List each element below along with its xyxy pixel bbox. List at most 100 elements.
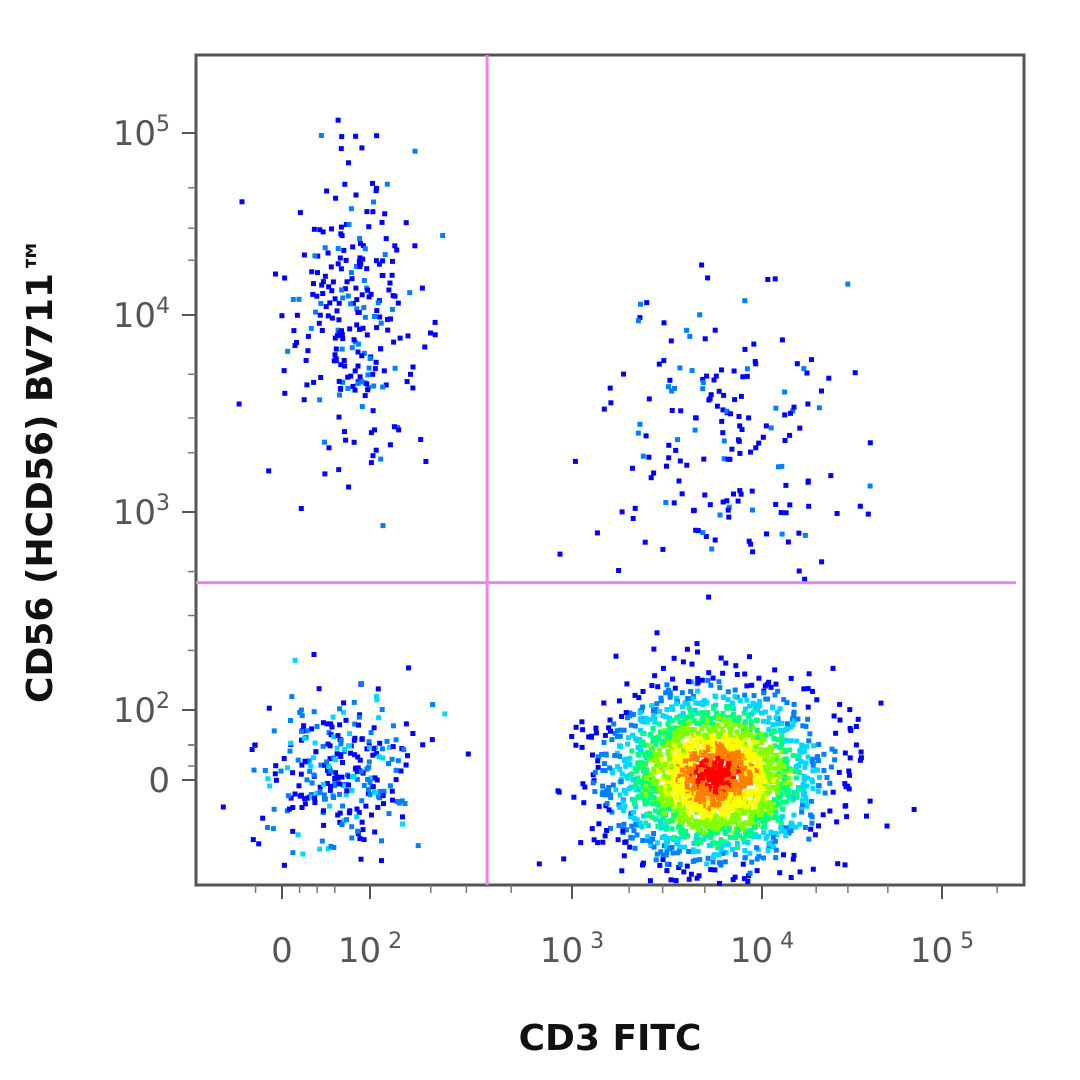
event-dot xyxy=(794,794,800,800)
event-dot xyxy=(753,361,759,367)
event-dot xyxy=(722,829,728,835)
event-dot xyxy=(720,670,726,676)
event-dot xyxy=(746,821,752,827)
event-dot xyxy=(536,861,542,867)
event-dot xyxy=(290,297,296,302)
event-dot xyxy=(281,368,287,374)
event-dot xyxy=(786,795,792,801)
event-dot xyxy=(756,675,762,681)
event-dot xyxy=(688,800,694,806)
event-dot xyxy=(294,340,299,345)
event-dot xyxy=(332,783,338,789)
event-dot xyxy=(606,725,612,731)
event-dot xyxy=(720,850,726,856)
event-dot xyxy=(636,778,641,784)
event-dot xyxy=(290,828,296,834)
event-dot xyxy=(315,253,321,259)
event-dot xyxy=(704,719,710,724)
event-dot xyxy=(354,814,360,820)
event-dot xyxy=(716,734,722,740)
event-dot xyxy=(337,791,342,797)
event-dot xyxy=(588,734,594,740)
event-dot xyxy=(878,700,884,706)
event-dot xyxy=(390,293,396,299)
event-dot xyxy=(672,385,677,391)
event-dot xyxy=(822,790,828,796)
event-dot xyxy=(660,665,666,671)
event-dot xyxy=(236,401,242,407)
event-dot xyxy=(262,768,268,773)
event-dot xyxy=(692,806,698,812)
event-dot xyxy=(650,708,656,714)
event-dot xyxy=(637,736,643,742)
event-dot xyxy=(397,335,403,341)
event-dot xyxy=(699,262,705,268)
event-dot xyxy=(632,723,638,729)
event-dot xyxy=(751,341,757,347)
event-dot xyxy=(762,709,768,715)
event-dot xyxy=(771,784,777,790)
event-dot xyxy=(788,675,794,681)
event-dot xyxy=(343,717,349,723)
event-dot xyxy=(338,741,344,747)
event-dot xyxy=(602,732,608,738)
event-dot xyxy=(761,690,767,696)
event-dot xyxy=(746,776,752,782)
event-dot xyxy=(781,697,787,703)
event-dot xyxy=(730,847,736,852)
event-dot xyxy=(799,742,805,748)
event-dot xyxy=(694,835,700,841)
event-dot xyxy=(719,367,724,373)
event-dot xyxy=(732,852,738,858)
event-dot xyxy=(607,717,613,723)
event-dot xyxy=(336,317,342,323)
event-dot xyxy=(682,715,688,721)
event-dot xyxy=(661,852,667,858)
event-dot xyxy=(748,831,754,837)
event-dot xyxy=(403,721,409,727)
event-dot xyxy=(617,753,623,759)
event-dot xyxy=(819,559,825,565)
event-dot xyxy=(727,834,733,840)
event-dot xyxy=(619,714,625,719)
event-dot xyxy=(742,781,748,787)
event-dot xyxy=(725,507,731,513)
event-dot xyxy=(359,798,365,804)
event-dot xyxy=(786,775,792,781)
event-dot xyxy=(646,776,652,782)
event-dot xyxy=(759,710,765,716)
event-dot xyxy=(295,757,301,763)
event-dot xyxy=(432,319,438,325)
event-dot xyxy=(370,752,376,758)
event-dot xyxy=(380,755,386,761)
event-dot xyxy=(334,745,340,751)
event-dot xyxy=(703,833,709,839)
event-dot xyxy=(342,286,348,292)
event-dot xyxy=(742,855,748,861)
event-dot xyxy=(705,816,710,822)
event-dot xyxy=(676,756,682,761)
event-dot xyxy=(714,710,719,716)
event-dot xyxy=(648,757,654,763)
event-dot xyxy=(595,758,601,764)
event-dot xyxy=(404,379,410,385)
event-dot xyxy=(725,456,731,462)
event-dot xyxy=(621,808,627,813)
event-dot xyxy=(700,752,706,758)
event-dot xyxy=(368,430,374,436)
event-dot xyxy=(731,786,737,792)
event-dot xyxy=(393,767,399,773)
event-dot xyxy=(727,731,733,737)
event-dot xyxy=(713,373,719,379)
event-dot xyxy=(632,845,638,851)
event-dot xyxy=(331,734,337,740)
event-dot xyxy=(317,227,323,233)
event-dot xyxy=(697,837,703,843)
event-dot xyxy=(374,133,380,139)
event-dot xyxy=(287,748,293,754)
event-dot xyxy=(772,743,778,749)
event-dot xyxy=(400,814,405,820)
event-dot xyxy=(375,686,381,692)
event-dot xyxy=(661,789,667,794)
event-dot xyxy=(699,677,705,683)
